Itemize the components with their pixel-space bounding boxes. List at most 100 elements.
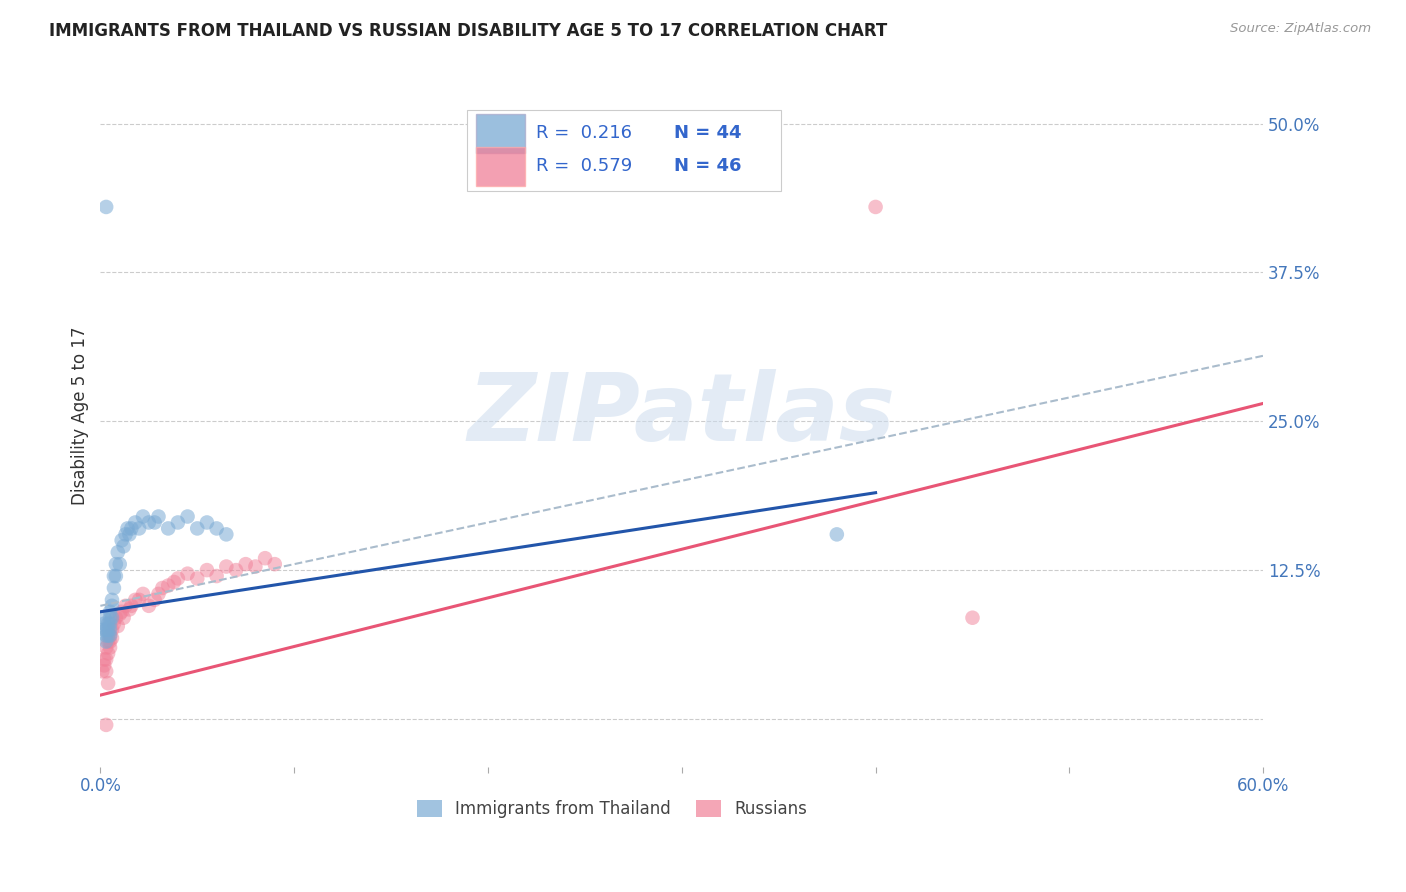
Point bbox=[107, 545, 129, 559]
Point bbox=[97, 623, 120, 637]
Point bbox=[167, 571, 190, 585]
Point bbox=[98, 634, 121, 648]
Text: R =  0.216: R = 0.216 bbox=[537, 124, 633, 142]
Point bbox=[143, 516, 166, 530]
Point bbox=[132, 509, 155, 524]
Point bbox=[128, 521, 150, 535]
Text: Source: ZipAtlas.com: Source: ZipAtlas.com bbox=[1230, 22, 1371, 36]
Point bbox=[163, 574, 186, 589]
Point bbox=[101, 592, 124, 607]
Legend: Immigrants from Thailand, Russians: Immigrants from Thailand, Russians bbox=[411, 794, 814, 825]
Point bbox=[205, 521, 228, 535]
Point bbox=[186, 571, 208, 585]
Point bbox=[96, 634, 118, 648]
Point bbox=[104, 611, 127, 625]
Point bbox=[108, 557, 131, 571]
Point bbox=[101, 599, 124, 613]
Point bbox=[138, 516, 160, 530]
Point bbox=[103, 581, 125, 595]
Point bbox=[120, 599, 142, 613]
Point bbox=[98, 629, 121, 643]
Point bbox=[120, 521, 142, 535]
Point bbox=[148, 587, 170, 601]
Point bbox=[112, 611, 135, 625]
Point bbox=[176, 566, 198, 581]
Point bbox=[97, 634, 120, 648]
Point bbox=[98, 616, 121, 631]
Point bbox=[195, 516, 218, 530]
Point bbox=[215, 527, 238, 541]
Point bbox=[98, 605, 121, 619]
Point bbox=[93, 616, 115, 631]
Point bbox=[865, 200, 887, 214]
Point bbox=[103, 569, 125, 583]
Point bbox=[96, 629, 118, 643]
Point bbox=[114, 527, 136, 541]
Point bbox=[962, 611, 984, 625]
Point bbox=[176, 509, 198, 524]
Point bbox=[96, 665, 118, 679]
Point bbox=[225, 563, 247, 577]
Point bbox=[112, 539, 135, 553]
Text: IMMIGRANTS FROM THAILAND VS RUSSIAN DISABILITY AGE 5 TO 17 CORRELATION CHART: IMMIGRANTS FROM THAILAND VS RUSSIAN DISA… bbox=[49, 22, 887, 40]
Point bbox=[117, 521, 139, 535]
Point bbox=[101, 611, 124, 625]
Point bbox=[93, 658, 115, 673]
Point bbox=[96, 200, 118, 214]
Point bbox=[825, 527, 848, 541]
Point bbox=[235, 557, 257, 571]
Point bbox=[97, 616, 120, 631]
Point bbox=[97, 629, 120, 643]
Point bbox=[91, 665, 114, 679]
Point bbox=[157, 521, 180, 535]
Point bbox=[215, 559, 238, 574]
Point bbox=[101, 623, 124, 637]
Text: N = 44: N = 44 bbox=[673, 124, 741, 142]
Point bbox=[195, 563, 218, 577]
Point bbox=[167, 516, 190, 530]
Point bbox=[96, 718, 118, 732]
FancyBboxPatch shape bbox=[477, 114, 524, 153]
Point bbox=[96, 652, 118, 666]
Point bbox=[98, 623, 121, 637]
Text: ZIPatlas: ZIPatlas bbox=[468, 369, 896, 461]
Point bbox=[98, 629, 121, 643]
Point bbox=[245, 559, 267, 574]
Point bbox=[118, 602, 141, 616]
Point bbox=[96, 623, 118, 637]
Point bbox=[124, 516, 146, 530]
Point bbox=[98, 640, 121, 655]
Text: R =  0.579: R = 0.579 bbox=[537, 157, 633, 175]
Y-axis label: Disability Age 5 to 17: Disability Age 5 to 17 bbox=[72, 326, 89, 505]
Point bbox=[143, 592, 166, 607]
Point bbox=[263, 557, 285, 571]
Point bbox=[107, 619, 129, 633]
Point bbox=[254, 551, 277, 566]
Point bbox=[93, 611, 115, 625]
Point bbox=[150, 581, 173, 595]
Point bbox=[104, 569, 127, 583]
Point bbox=[132, 587, 155, 601]
Point bbox=[157, 578, 180, 592]
Point bbox=[108, 607, 131, 622]
Point bbox=[97, 647, 120, 661]
Text: N = 46: N = 46 bbox=[673, 157, 741, 175]
Point bbox=[104, 557, 127, 571]
Point bbox=[111, 605, 134, 619]
Point bbox=[138, 599, 160, 613]
Point bbox=[98, 611, 121, 625]
Point bbox=[114, 599, 136, 613]
Point bbox=[111, 533, 134, 548]
Point bbox=[97, 676, 120, 690]
Point bbox=[118, 527, 141, 541]
Point bbox=[124, 592, 146, 607]
FancyBboxPatch shape bbox=[467, 110, 780, 191]
Point bbox=[148, 509, 170, 524]
Point bbox=[103, 616, 125, 631]
Point bbox=[93, 652, 115, 666]
Point bbox=[186, 521, 208, 535]
Point bbox=[128, 592, 150, 607]
Point bbox=[205, 569, 228, 583]
Point bbox=[101, 631, 124, 645]
Point bbox=[93, 623, 115, 637]
